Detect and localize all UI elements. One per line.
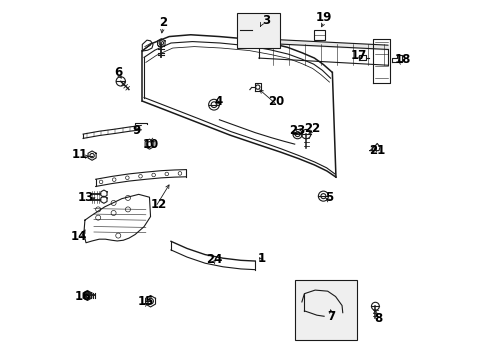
Text: 17: 17 [350, 49, 366, 62]
Text: 13: 13 [78, 192, 94, 204]
FancyBboxPatch shape [237, 13, 279, 48]
Text: 12: 12 [150, 198, 166, 211]
Text: 22: 22 [303, 122, 319, 135]
Text: 5: 5 [324, 191, 332, 204]
Text: 7: 7 [326, 310, 335, 324]
Text: 2: 2 [158, 17, 166, 30]
Bar [314, 30, 325, 40]
Text: 6: 6 [114, 66, 122, 79]
Text: 11: 11 [72, 148, 88, 161]
Text: 20: 20 [267, 95, 284, 108]
Text: 16: 16 [74, 290, 90, 303]
Text: 4: 4 [214, 95, 223, 108]
FancyBboxPatch shape [295, 280, 356, 339]
Text: 24: 24 [205, 253, 222, 266]
Text: 21: 21 [368, 144, 385, 157]
Text: 1: 1 [257, 252, 265, 265]
Text: 23: 23 [289, 124, 305, 137]
Text: 14: 14 [70, 230, 87, 243]
Text: 3: 3 [262, 14, 269, 27]
Text: 18: 18 [394, 53, 410, 66]
Text: 9: 9 [132, 124, 140, 137]
Text: 10: 10 [143, 138, 159, 150]
Text: 15: 15 [138, 296, 154, 309]
Text: 19: 19 [315, 12, 331, 24]
Circle shape [240, 24, 252, 36]
Text: 8: 8 [373, 311, 381, 325]
